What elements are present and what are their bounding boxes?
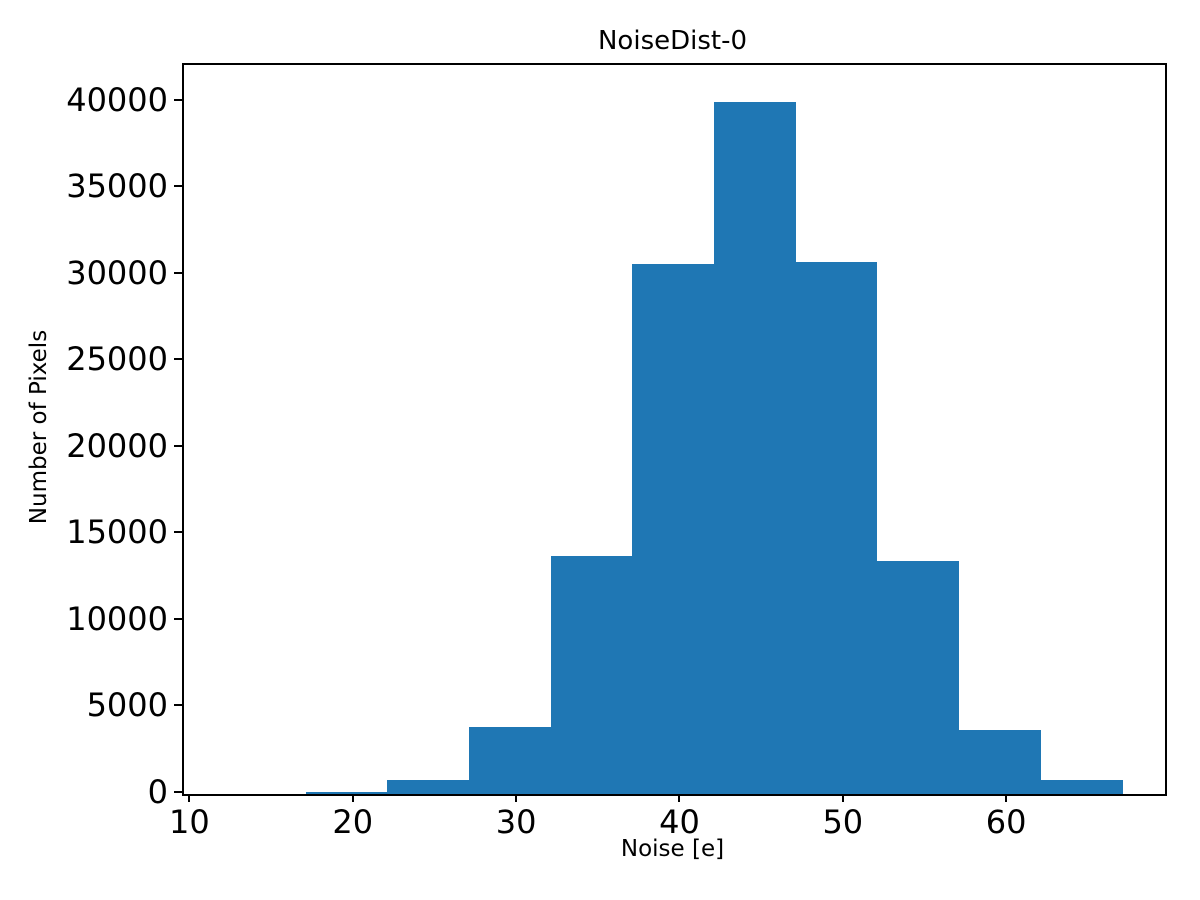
chart-title: NoiseDist-0 xyxy=(597,26,748,56)
y-tick-mark xyxy=(174,185,182,188)
y-tick-label: 0 xyxy=(147,773,168,811)
y-tick-label: 30000 xyxy=(66,253,168,292)
x-tick-mark xyxy=(678,794,681,802)
x-tick-mark xyxy=(188,794,191,802)
x-tick-label: 30 xyxy=(495,803,537,841)
y-tick-mark xyxy=(174,531,182,534)
y-axis-label: Number of Pixels xyxy=(26,329,53,525)
histogram-bar xyxy=(469,727,551,794)
histogram-bar xyxy=(1041,780,1123,794)
y-tick-label: 20000 xyxy=(66,426,168,465)
x-tick-label: 10 xyxy=(168,803,210,841)
x-tick-label: 40 xyxy=(659,803,700,841)
histogram-bar xyxy=(714,102,796,794)
y-tick-mark xyxy=(174,358,182,361)
y-tick-mark xyxy=(174,617,182,620)
y-tick-label: 40000 xyxy=(66,80,168,119)
x-tick-mark xyxy=(351,794,354,802)
y-tick-mark xyxy=(174,271,182,274)
y-tick-label: 25000 xyxy=(66,340,168,379)
y-tick-mark xyxy=(174,704,182,707)
x-tick-mark xyxy=(841,794,844,802)
x-tick-label: 60 xyxy=(985,803,1027,841)
histogram-bar xyxy=(959,730,1041,794)
x-tick-label: 20 xyxy=(332,803,374,841)
y-tick-mark xyxy=(174,98,182,101)
x-axis-label: Noise [e] xyxy=(620,836,725,862)
histogram-bar xyxy=(877,561,959,794)
y-tick-label: 5000 xyxy=(86,686,168,725)
y-tick-mark xyxy=(174,444,182,447)
x-tick-label: 50 xyxy=(822,803,864,841)
y-tick-label: 35000 xyxy=(66,167,168,206)
y-tick-mark xyxy=(174,791,182,793)
bars-layer xyxy=(184,65,1165,794)
plot-area xyxy=(182,63,1167,796)
histogram-bar xyxy=(387,780,469,794)
x-tick-mark xyxy=(515,794,518,802)
histogram-bar xyxy=(632,264,714,794)
y-tick-label: 10000 xyxy=(66,599,168,638)
histogram-bar xyxy=(306,792,387,794)
x-tick-mark xyxy=(1005,794,1008,802)
histogram-bar xyxy=(796,262,877,794)
y-tick-label: 15000 xyxy=(66,513,168,552)
histogram-bar xyxy=(551,556,632,794)
